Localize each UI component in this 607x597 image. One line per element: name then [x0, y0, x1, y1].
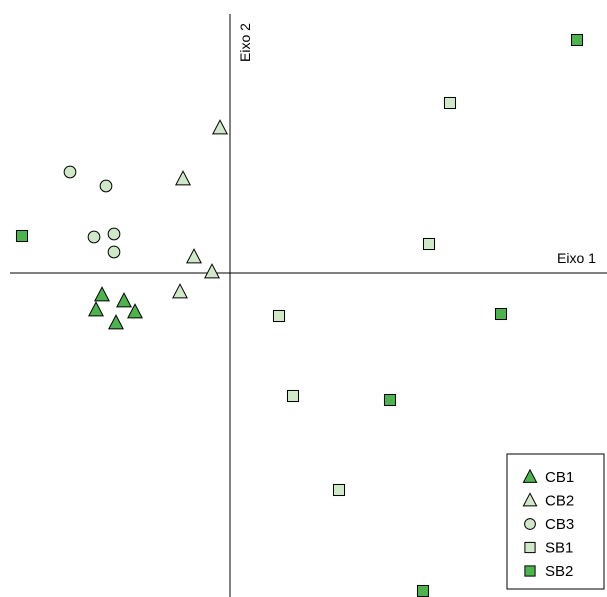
data-point-cb2-1	[212, 119, 228, 135]
x-axis-label: Eixo 1	[557, 250, 596, 266]
legend-marker-cb2	[522, 492, 538, 507]
data-point-sb2-1	[570, 33, 584, 47]
data-point-sb1-2	[422, 237, 436, 251]
data-points	[15, 33, 584, 597]
data-point-cb3-3	[107, 227, 121, 241]
data-point-sb2-3	[494, 307, 508, 321]
legend-marker-cb1	[522, 468, 538, 483]
data-point-cb2-4	[204, 263, 220, 279]
data-point-cb2-3	[186, 248, 202, 264]
data-point-cb1-5	[108, 314, 124, 330]
data-point-cb1-4	[127, 303, 143, 319]
legend-label-cb3: CB3	[545, 516, 574, 533]
data-point-cb3-5	[107, 245, 121, 259]
data-point-sb1-3	[272, 309, 286, 323]
legend-label-cb2: CB2	[545, 493, 574, 510]
data-point-sb2-5	[416, 584, 430, 597]
legend: CB1 CB2 CB3 SB1 SB2	[506, 453, 605, 590]
data-point-sb1-4	[286, 389, 300, 403]
data-point-cb1-2	[88, 301, 104, 317]
legend-marker-sb2	[524, 565, 536, 577]
data-point-cb1-1	[94, 286, 110, 302]
legend-label-sb2: SB2	[545, 563, 573, 580]
data-point-cb2-2	[175, 170, 191, 186]
legend-marker-sb1	[524, 541, 536, 554]
legend-marker-cb3	[524, 518, 536, 530]
data-point-cb3-4	[87, 230, 101, 244]
data-point-cb3-2	[99, 179, 113, 193]
data-point-sb2-4	[383, 393, 397, 407]
data-point-cb3-1	[63, 165, 77, 179]
legend-label-cb1: CB1	[545, 469, 574, 486]
legend-label-sb1: SB1	[545, 540, 573, 557]
data-point-cb1-3	[116, 292, 132, 308]
data-point-cb2-5	[172, 283, 188, 299]
data-point-sb1-1	[443, 96, 457, 110]
data-point-sb2-2	[15, 229, 29, 243]
legend-box	[506, 453, 605, 590]
y-axis-label: Eixo 2	[237, 23, 253, 62]
data-point-sb1-5	[332, 483, 346, 497]
